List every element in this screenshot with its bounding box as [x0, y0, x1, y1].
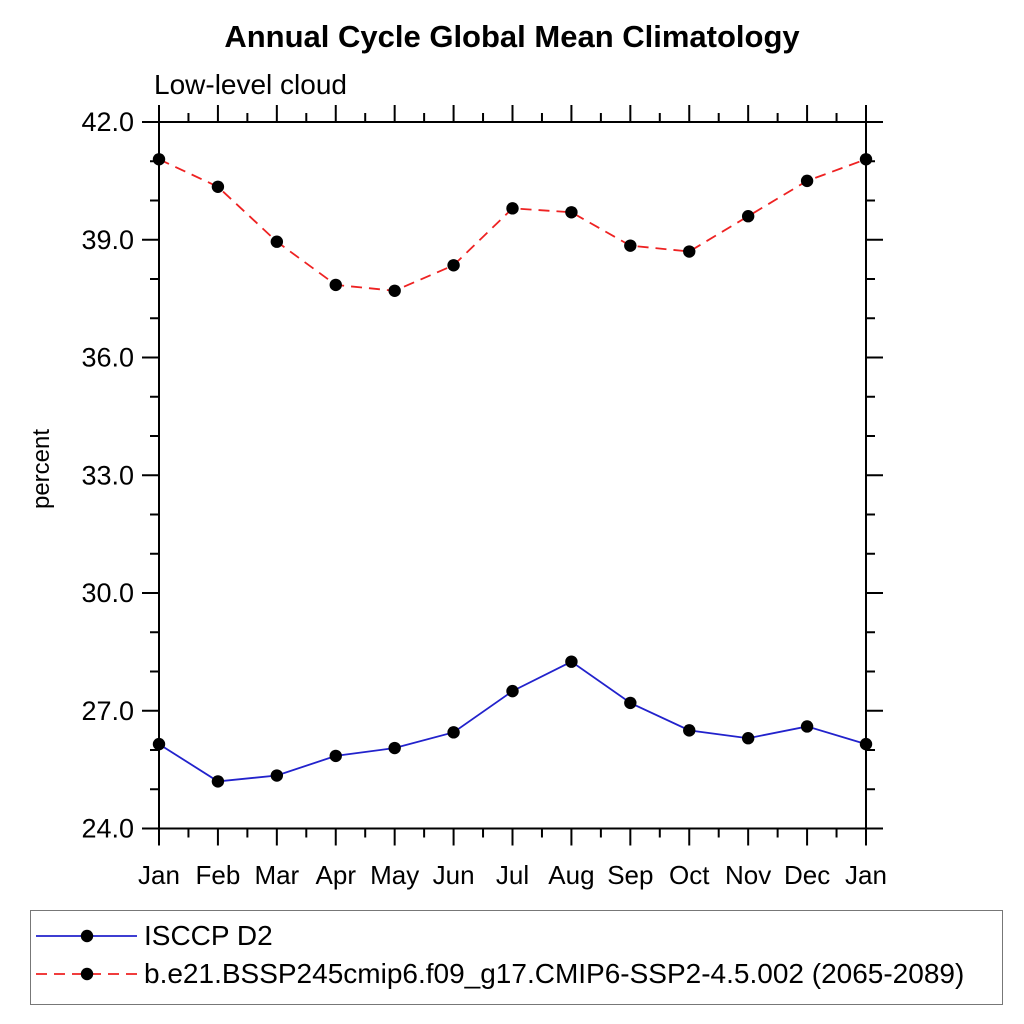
- x-tick-label: Feb: [196, 860, 241, 890]
- data-point: [859, 737, 873, 751]
- legend-label-ssp245: b.e21.BSSP245cmip6.f09_g17.CMIP6-SSP2-4.…: [144, 958, 965, 989]
- legend-box: ISCCP D2 b.e21.BSSP245cmip6.f09_g17.CMIP…: [30, 910, 1003, 1005]
- legend-key-isccp: [36, 929, 137, 943]
- data-point: [800, 174, 814, 188]
- plot-border: [158, 121, 867, 830]
- chart-subtitle: Low-level cloud: [154, 69, 347, 100]
- series-line-0: [158, 660, 867, 783]
- x-tick-label: Oct: [669, 860, 710, 890]
- x-tick-label: Jan: [138, 860, 180, 890]
- data-point: [447, 259, 460, 272]
- data-point: [624, 696, 637, 710]
- y-tick-label: 42.0: [81, 107, 134, 137]
- data-point: [211, 180, 225, 193]
- series-line-1: [158, 158, 867, 292]
- chart-title: Annual Cycle Global Mean Climatology: [224, 19, 800, 54]
- data-point: [859, 153, 873, 166]
- data-point: [683, 724, 696, 737]
- x-tick-label: Nov: [725, 860, 771, 890]
- x-tick-label: Jun: [433, 860, 475, 890]
- data-point: [388, 284, 401, 297]
- data-point: [565, 206, 578, 219]
- legend-marker: [80, 967, 94, 981]
- data-point: [800, 720, 814, 733]
- data-point: [270, 769, 284, 782]
- y-tick-label: 30.0: [81, 578, 134, 608]
- data-point: [388, 741, 401, 755]
- data-point: [741, 732, 755, 745]
- data-point: [741, 210, 755, 223]
- data-point: [152, 737, 166, 751]
- x-tick-label: May: [370, 860, 419, 890]
- data-point: [624, 239, 637, 252]
- y-tick-label: 36.0: [81, 343, 134, 373]
- x-tick-label: Dec: [784, 860, 830, 890]
- legend-marker: [80, 929, 94, 943]
- x-tick-label: Jan: [845, 860, 887, 890]
- data-point: [329, 278, 342, 292]
- data-point: [270, 235, 284, 248]
- data-point: [683, 245, 696, 258]
- y-tick-label: 27.0: [81, 696, 134, 726]
- data-point: [329, 749, 342, 763]
- data-point: [565, 655, 578, 668]
- x-tick-label: Aug: [548, 860, 594, 890]
- data-point: [447, 726, 460, 739]
- y-tick-label: 24.0: [81, 814, 134, 844]
- x-tick-label: Sep: [607, 860, 653, 890]
- data-point: [152, 153, 166, 166]
- legend-key-ssp245: [36, 967, 137, 981]
- data-point: [211, 775, 225, 788]
- x-tick-label: Jul: [496, 860, 529, 890]
- y-tick-label: 39.0: [81, 225, 134, 255]
- legend-item-isccp: ISCCP D2: [35, 917, 1002, 955]
- x-tick-label: Mar: [254, 860, 299, 890]
- legend-label-isccp: ISCCP D2: [144, 920, 273, 951]
- x-tick-label: Apr: [316, 860, 357, 890]
- y-tick-label: 33.0: [81, 460, 134, 490]
- data-point: [506, 202, 519, 215]
- data-point: [506, 684, 519, 698]
- legend-item-ssp245: b.e21.BSSP245cmip6.f09_g17.CMIP6-SSP2-4.…: [35, 955, 1002, 993]
